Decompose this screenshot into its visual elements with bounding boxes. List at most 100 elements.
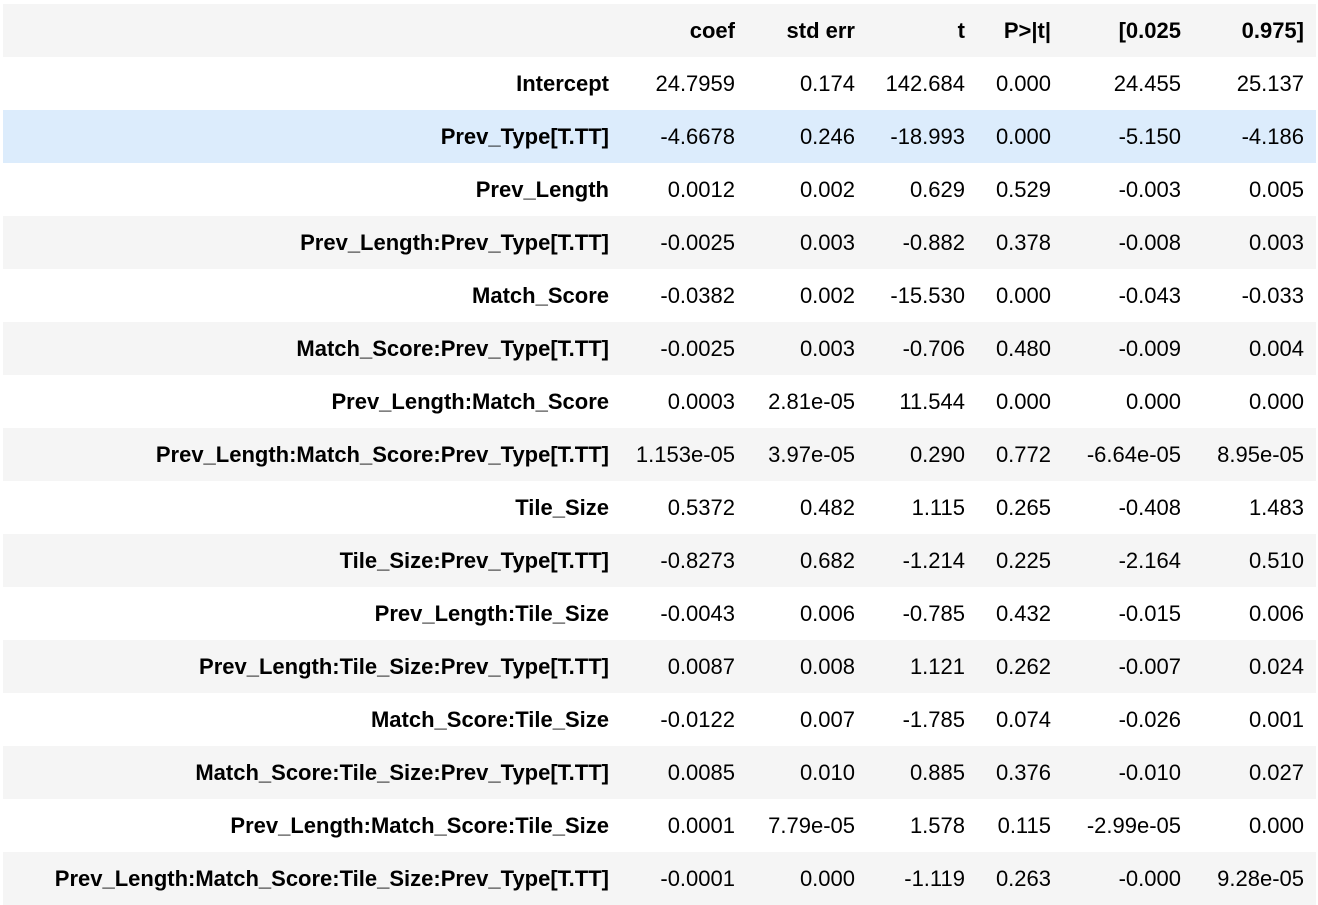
row-label: Prev_Length:Match_Score:Prev_Type[T.TT]: [3, 428, 621, 481]
cell-p-value: 0.262: [977, 640, 1063, 693]
table-row: Match_Score -0.0382 0.002 -15.530 0.000 -0.04…: [3, 269, 1316, 322]
cell-ci-upper: 0.024: [1193, 640, 1316, 693]
cell-coef: -0.0001: [621, 852, 747, 905]
cell-std-err: 0.003: [747, 216, 867, 269]
cell-ci-lower: -0.000: [1063, 852, 1193, 905]
cell-coef: -0.0025: [621, 216, 747, 269]
row-label: Match_Score:Prev_Type[T.TT]: [3, 322, 621, 375]
cell-ci-lower: -0.003: [1118, 176, 1181, 202]
cell-std-err: 2.81e-05: [768, 388, 855, 414]
row-label: Prev_Length:Tile_Size:Prev_Type[T.TT]: [3, 640, 621, 693]
cell-std-err: 0.002: [799, 282, 855, 308]
cell-ci-upper: -0.033: [1241, 282, 1304, 308]
cell-coef: -0.0382: [660, 282, 735, 308]
cell-ci-lower: -2.99e-05: [1086, 812, 1181, 838]
cell-std-err: 0.682: [747, 534, 867, 587]
cell-ci-lower: -5.150: [1063, 110, 1193, 163]
row-label: Match_Score: [472, 282, 609, 308]
cell-ci-upper: 8.95e-05: [1193, 428, 1316, 481]
table-row: Intercept 24.7959 0.174 142.684 0.000 24.455 2…: [3, 57, 1316, 110]
header-coef: coef: [621, 4, 747, 57]
row-label: Prev_Length:Prev_Type[T.TT]: [3, 216, 621, 269]
row-label: Match_Score:Tile_Size: [370, 706, 609, 732]
cell-std-err: 0.003: [747, 322, 867, 375]
cell-std-err: 0.482: [799, 494, 855, 520]
cell-ci-lower: -6.64e-05: [1063, 428, 1193, 481]
cell-ci-upper: 0.005: [1248, 176, 1304, 202]
header-t: t: [867, 4, 977, 57]
cell-p-value: 0.772: [977, 428, 1063, 481]
cell-coef: 0.0003: [667, 388, 735, 414]
cell-ci-upper: 0.004: [1193, 322, 1316, 375]
table-row: Prev_Length:Match_Score:Tile_Size 0.0001 7…: [3, 799, 1316, 852]
cell-p-value: 0.265: [995, 494, 1051, 520]
cell-coef: 0.0085: [621, 746, 747, 799]
cell-p-value: 0.000: [995, 388, 1051, 414]
cell-coef: -4.6678: [621, 110, 747, 163]
cell-std-err: 0.002: [799, 176, 855, 202]
cell-t: 1.115: [911, 494, 965, 520]
cell-ci-lower: -2.164: [1063, 534, 1193, 587]
row-label: Match_Score:Tile_Size:Prev_Type[T.TT]: [3, 746, 621, 799]
table-row: Prev_Length:Tile_Size -0.0043 0.006 -0.785 0…: [3, 587, 1316, 640]
table-row: Prev_Length:Prev_Type[T.TT] -0.0025 0.003-…: [3, 216, 1316, 269]
cell-ci-upper: 0.510: [1193, 534, 1316, 587]
cell-p-value: 0.376: [977, 746, 1063, 799]
cell-ci-lower: -0.015: [1118, 600, 1181, 626]
cell-ci-upper: 25.137: [1236, 70, 1304, 96]
cell-t: -0.785: [902, 600, 965, 626]
cell-p-value: 0.225: [977, 534, 1063, 587]
header-ci-lower: [0.025: [1063, 4, 1193, 57]
table-row: Tile_Size 0.5372 0.482 1.115 0.265 -0.408 1.48…: [3, 481, 1316, 534]
cell-p-value: 0.378: [977, 216, 1063, 269]
table-row: Match_Score:Tile_Size:Prev_Type[T.TT] 0.0…: [3, 746, 1316, 799]
table-row: Prev_Length:Match_Score:Prev_Type[T.TT] 1…: [3, 428, 1316, 481]
row-label: Tile_Size: [515, 494, 609, 520]
cell-coef: -0.0025: [621, 322, 747, 375]
table-row: Prev_Length:Tile_Size:Prev_Type[T.TT] 0.0…: [3, 640, 1316, 693]
row-label: Prev_Length: [475, 176, 609, 202]
cell-ci-upper: 0.000: [1248, 812, 1304, 838]
cell-coef: -0.8273: [621, 534, 747, 587]
cell-p-value: 0.074: [995, 706, 1051, 732]
cell-t: -1.785: [902, 706, 965, 732]
header-corner: [3, 4, 621, 57]
table-row: Match_Score:Prev_Type[T.TT] -0.0025 0.003 -…: [3, 322, 1316, 375]
cell-p-value: 0.480: [977, 322, 1063, 375]
cell-ci-upper: 0.027: [1193, 746, 1316, 799]
cell-std-err: 0.174: [799, 70, 855, 96]
cell-t: 11.544: [899, 388, 965, 414]
cell-p-value: 0.000: [977, 110, 1063, 163]
cell-t: -1.119: [867, 852, 977, 905]
cell-ci-lower: 0.000: [1125, 388, 1181, 414]
cell-std-err: 0.008: [747, 640, 867, 693]
table-row: Prev_Length:Match_Score 0.0003 2.81e-05 11.…: [3, 375, 1316, 428]
cell-std-err: 3.97e-05: [747, 428, 867, 481]
cell-coef: 0.0012: [667, 176, 735, 202]
cell-coef: -0.0043: [660, 600, 735, 626]
cell-t: 0.629: [909, 176, 965, 202]
cell-t: -1.214: [867, 534, 977, 587]
cell-ci-lower: -0.009: [1063, 322, 1193, 375]
row-label: Intercept: [516, 70, 609, 96]
cell-std-err: 0.006: [799, 600, 855, 626]
cell-std-err: 0.007: [799, 706, 855, 732]
cell-ci-lower: -0.408: [1118, 494, 1181, 520]
table-row: Tile_Size:Prev_Type[T.TT] -0.8273 0.682 -1.…: [3, 534, 1316, 587]
cell-p-value: 0.263: [977, 852, 1063, 905]
table-row: Prev_Length 0.0012 0.002 0.629 0.529 -0.003 0.…: [3, 163, 1316, 216]
cell-coef: 0.5372: [667, 494, 735, 520]
cell-t: 142.684: [885, 70, 965, 96]
cell-t: 0.290: [867, 428, 977, 481]
regression-coefficients-table: coef std err t P>|t| [0.025 0.975] Inter…: [3, 4, 1316, 905]
cell-t: -0.882: [867, 216, 977, 269]
cell-std-err: 0.246: [747, 110, 867, 163]
cell-ci-upper: 0.001: [1248, 706, 1304, 732]
row-label: Tile_Size:Prev_Type[T.TT]: [3, 534, 621, 587]
table-row: Match_Score:Tile_Size -0.0122 0.007 -1.785 0…: [3, 693, 1316, 746]
cell-p-value: 0.529: [995, 176, 1051, 202]
cell-t: 1.578: [909, 812, 965, 838]
cell-std-err: 0.000: [747, 852, 867, 905]
row-label: Prev_Length:Match_Score: [331, 388, 609, 414]
cell-t: 0.885: [867, 746, 977, 799]
